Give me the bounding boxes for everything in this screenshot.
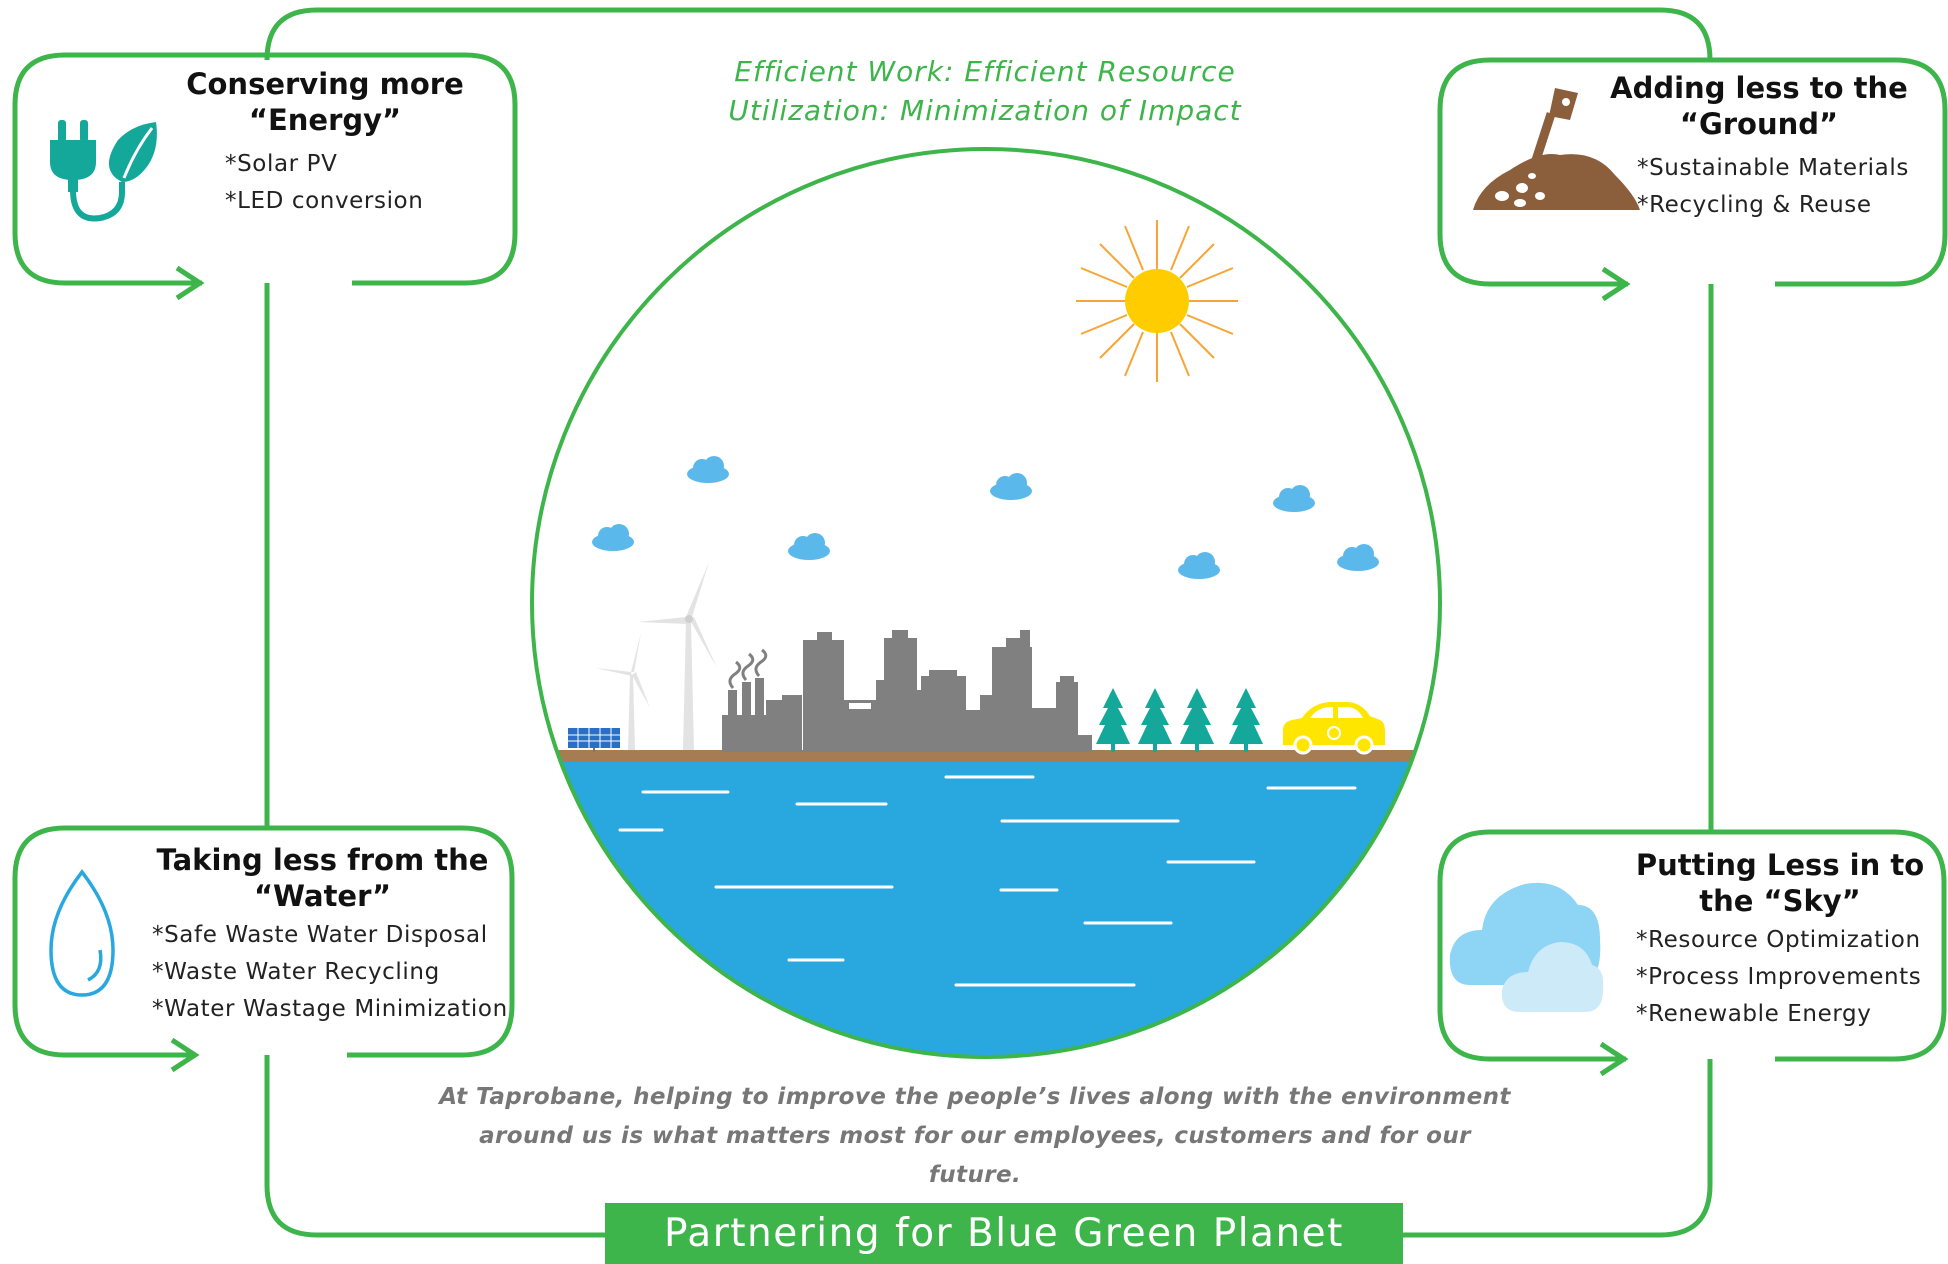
list-item: *Solar PV	[225, 151, 338, 177]
water-title-line-2: “Water”	[253, 879, 391, 913]
list-item: *Waste Water Recycling	[152, 959, 440, 985]
sun	[1076, 220, 1238, 382]
water-card-frame	[12, 825, 515, 1058]
water-arrow	[170, 1037, 200, 1073]
outer-loop-connector	[264, 7, 1713, 61]
solar-panel	[568, 728, 620, 752]
water-drop-icon	[49, 869, 115, 997]
energy-card-title: Conserving more “Energy”	[160, 66, 490, 138]
tagline-line-2: Utilization: Minimization of Impact	[728, 94, 1242, 127]
ground-title-line-1: Adding less to the	[1610, 71, 1908, 105]
wind-turbine-small	[596, 633, 650, 750]
energy-card-items: *Solar PV *LED conversion	[225, 146, 423, 220]
sky-title-line-1: Putting Less in to	[1635, 848, 1925, 882]
energy-title-line-1: Conserving more	[186, 67, 464, 101]
water-card-title: Taking less from the “Water”	[150, 842, 495, 914]
plug-leaf-icon	[50, 120, 157, 222]
ground-card-frame	[1437, 57, 1948, 287]
list-item: *LED conversion	[225, 188, 424, 214]
mission-statement: At Taprobane, helping to improve the peo…	[430, 1078, 1520, 1195]
water-card-items: *Safe Waste Water Disposal *Waste Water …	[152, 917, 508, 1028]
wave-lines	[618, 775, 1357, 987]
list-item: *Water Wastage Minimization	[152, 996, 508, 1022]
pine-trees	[1096, 688, 1263, 752]
wind-turbine-large	[638, 562, 717, 750]
sky-card-frame	[1437, 829, 1947, 1062]
ground-arrow	[1601, 266, 1631, 302]
eco-car	[1283, 702, 1385, 755]
energy-card-frame	[12, 52, 518, 286]
sky-clouds	[592, 456, 1379, 579]
sky-card-items: *Resource Optimization *Process Improvem…	[1636, 922, 1921, 1033]
footer-banner: Partnering for Blue Green Planet	[605, 1203, 1403, 1264]
tagline: Efficient Work: Efficient Resource Utili…	[680, 52, 1290, 130]
list-item: *Recycling & Reuse	[1637, 192, 1872, 218]
energy-title-line-2: “Energy”	[248, 103, 402, 137]
bottom-loop-connector	[264, 1055, 1713, 1238]
globe	[530, 147, 1442, 1059]
factory-skyline	[722, 630, 1092, 752]
ground-title-line-2: “Ground”	[1679, 107, 1839, 141]
ground-strip	[532, 750, 1440, 762]
list-item: *Sustainable Materials	[1637, 155, 1909, 181]
list-item: *Safe Waste Water Disposal	[152, 922, 488, 948]
tagline-line-1: Efficient Work: Efficient Resource	[734, 55, 1236, 88]
water-title-line-1: Taking less from the	[156, 843, 489, 877]
ground-card-title: Adding less to the “Ground”	[1594, 70, 1924, 142]
sky-title-line-2: the “Sky”	[1699, 884, 1861, 918]
ground-card-items: *Sustainable Materials *Recycling & Reus…	[1637, 150, 1909, 224]
mission-line-1: At Taprobane, helping to improve the peo…	[439, 1084, 1511, 1110]
sky-arrow	[1599, 1041, 1629, 1077]
energy-arrow	[175, 265, 205, 301]
shovel-soil-icon	[1473, 88, 1640, 210]
list-item: *Resource Optimization	[1636, 927, 1921, 953]
clouds-icon	[1449, 882, 1604, 1012]
list-item: *Renewable Energy	[1636, 1001, 1872, 1027]
list-item: *Process Improvements	[1636, 964, 1922, 990]
mission-line-2: around us is what matters most for our e…	[479, 1123, 1471, 1188]
sky-card-title: Putting Less in to the “Sky”	[1620, 847, 1940, 919]
factory-smoke	[728, 648, 768, 689]
